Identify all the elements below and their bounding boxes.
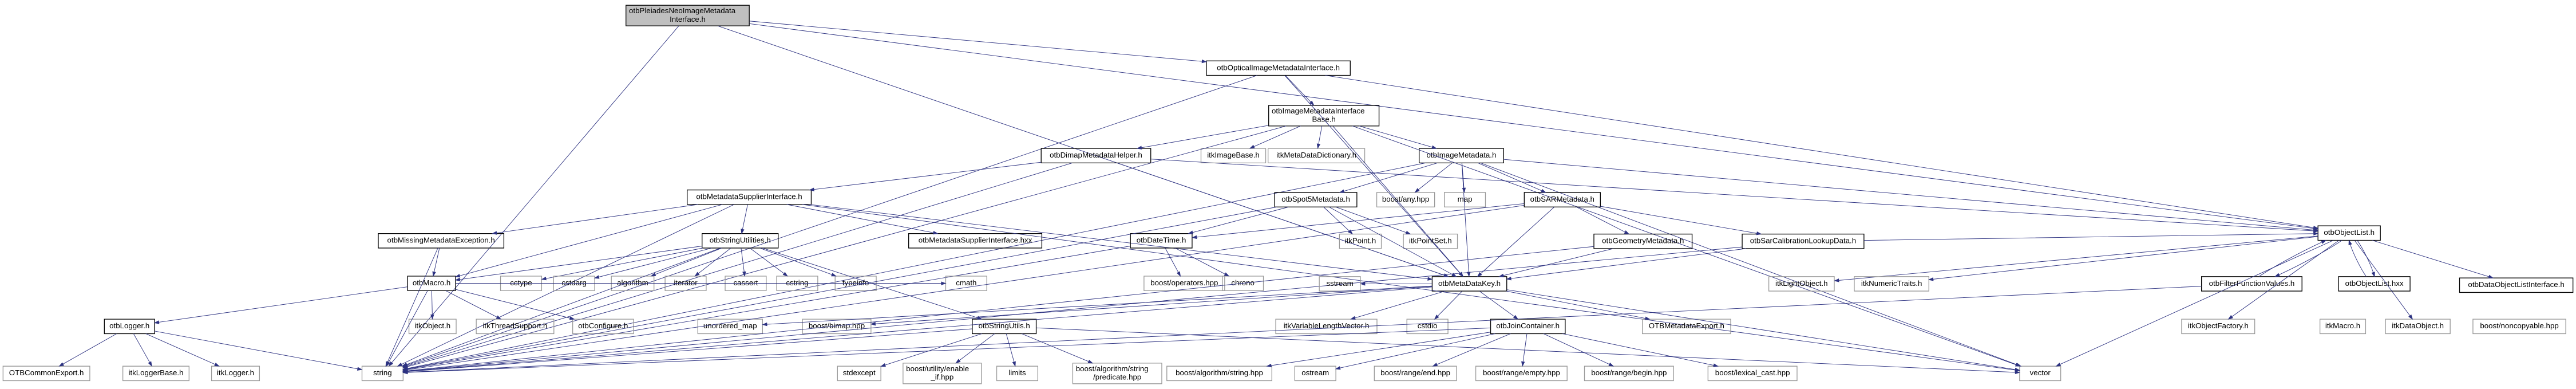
svg-text:typeinfo: typeinfo (842, 278, 869, 287)
svg-text:otbStringUtils.h: otbStringUtils.h (979, 321, 1030, 330)
svg-text:limits: limits (1008, 368, 1026, 377)
svg-text:otbDimapMetadataHelper.h: otbDimapMetadataHelper.h (1050, 151, 1142, 159)
svg-text:otbSARMetadata.h: otbSARMetadata.h (1530, 195, 1594, 203)
svg-text:otbDataObjectListInterface.h: otbDataObjectListInterface.h (2468, 280, 2564, 289)
svg-text:itkLoggerBase.h: itkLoggerBase.h (129, 368, 184, 377)
svg-text:cassert: cassert (734, 278, 758, 287)
svg-text:cstdarg: cstdarg (561, 278, 587, 287)
svg-text:boost/algorithm/string.hpp: boost/algorithm/string.hpp (1176, 368, 1263, 377)
svg-text:itkObjectFactory.h: itkObjectFactory.h (2188, 321, 2249, 330)
svg-text:otbImageMetadata.h: otbImageMetadata.h (1427, 151, 1497, 159)
svg-text:cstdio: cstdio (1418, 321, 1438, 330)
svg-text:otbSarCalibrationLookupData.h: otbSarCalibrationLookupData.h (1750, 237, 1856, 245)
svg-text:otbMissingMetadataException.h: otbMissingMetadataException.h (387, 236, 495, 245)
svg-text:otbObjectList.hxx: otbObjectList.hxx (2345, 279, 2404, 288)
svg-text:/predicate.hpp: /predicate.hpp (1093, 372, 1141, 381)
svg-text:OTBMetadataExport.h: OTBMetadataExport.h (1649, 321, 1724, 330)
svg-text:otbGeometryMetadata.h: otbGeometryMetadata.h (1602, 237, 1684, 245)
svg-text:otbImageMetadataInterface: otbImageMetadataInterface (1272, 107, 1364, 115)
svg-text:otbSpot5Metadata.h: otbSpot5Metadata.h (1281, 195, 1350, 203)
svg-text:otbMetaDataKey.h: otbMetaDataKey.h (1438, 279, 1501, 288)
svg-text:itkImageBase.h: itkImageBase.h (1207, 151, 1260, 159)
svg-text:string: string (373, 368, 391, 377)
svg-text:boost/lexical_cast.hpp: boost/lexical_cast.hpp (1715, 368, 1790, 377)
svg-text:boost/any.hpp: boost/any.hpp (1382, 195, 1429, 203)
svg-text:itkDataObject.h: itkDataObject.h (2392, 321, 2444, 330)
svg-text:otbConfigure.h: otbConfigure.h (578, 321, 628, 330)
svg-text:boost/range/end.hpp: boost/range/end.hpp (1380, 368, 1450, 377)
svg-text:itkThreadSupport.h: itkThreadSupport.h (482, 321, 547, 330)
svg-text:boost/range/empty.hpp: boost/range/empty.hpp (1483, 368, 1560, 377)
svg-text:boost/algorithm/string: boost/algorithm/string (1076, 364, 1149, 373)
svg-text:algorithm: algorithm (617, 278, 648, 287)
svg-text:unordered_map: unordered_map (703, 321, 757, 330)
svg-text:boost/range/begin.hpp: boost/range/begin.hpp (1591, 368, 1667, 377)
svg-text:itkMacro.h: itkMacro.h (2325, 321, 2360, 330)
svg-text:cmath: cmath (956, 278, 976, 287)
svg-text:otbObjectList.h: otbObjectList.h (2324, 228, 2375, 237)
svg-text:Interface.h: Interface.h (670, 15, 706, 23)
svg-text:itkMetaDataDictionary.h: itkMetaDataDictionary.h (1276, 151, 1356, 159)
svg-text:otbJoinContainer.h: otbJoinContainer.h (1496, 321, 1560, 330)
svg-text:otbDateTime.h: otbDateTime.h (1137, 236, 1186, 245)
svg-text:stdexcept: stdexcept (843, 368, 876, 377)
svg-text:chrono: chrono (1231, 278, 1255, 287)
svg-text:otbLogger.h: otbLogger.h (109, 321, 149, 330)
svg-text:_if.hpp: _if.hpp (930, 372, 953, 381)
svg-text:vector: vector (2030, 368, 2051, 377)
svg-text:otbMetadataSupplierInterface.h: otbMetadataSupplierInterface.h (696, 192, 802, 201)
svg-text:sstream: sstream (1326, 279, 1353, 288)
svg-text:cctype: cctype (510, 278, 532, 287)
svg-text:cstring: cstring (786, 278, 808, 287)
svg-text:itkLightObject.h: itkLightObject.h (1775, 279, 1828, 288)
svg-text:itkObject.h: itkObject.h (414, 321, 450, 330)
svg-text:OTBCommonExport.h: OTBCommonExport.h (9, 368, 84, 377)
svg-text:itkNumericTraits.h: itkNumericTraits.h (1861, 279, 1922, 288)
svg-text:boost/noncopyable.hpp: boost/noncopyable.hpp (2480, 321, 2558, 330)
svg-text:otbMetadataSupplierInterface.h: otbMetadataSupplierInterface.hxx (919, 236, 1032, 245)
svg-text:itkPointSet.h: itkPointSet.h (1409, 237, 1452, 245)
svg-text:otbOpticalImageMetadataInterfa: otbOpticalImageMetadataInterface.h (1217, 63, 1340, 72)
svg-text:itkPoint.h: itkPoint.h (1345, 237, 1376, 245)
svg-text:iterator: iterator (674, 278, 698, 287)
svg-text:otbFilterFunctionValues.h: otbFilterFunctionValues.h (2209, 279, 2295, 288)
svg-text:itkVariableLengthVector.h: itkVariableLengthVector.h (1284, 321, 1370, 330)
svg-text:otbPleiadesNeoImageMetadata: otbPleiadesNeoImageMetadata (629, 6, 736, 15)
svg-text:ostream: ostream (1301, 368, 1329, 377)
svg-text:itkLogger.h: itkLogger.h (217, 368, 254, 377)
svg-text:boost/operators.hpp: boost/operators.hpp (1150, 278, 1218, 287)
svg-text:otbStringUtilities.h: otbStringUtilities.h (710, 236, 771, 245)
svg-text:map: map (1458, 195, 1473, 203)
svg-text:otbMacro.h: otbMacro.h (413, 278, 450, 287)
svg-text:boost/utility/enable: boost/utility/enable (906, 364, 969, 373)
